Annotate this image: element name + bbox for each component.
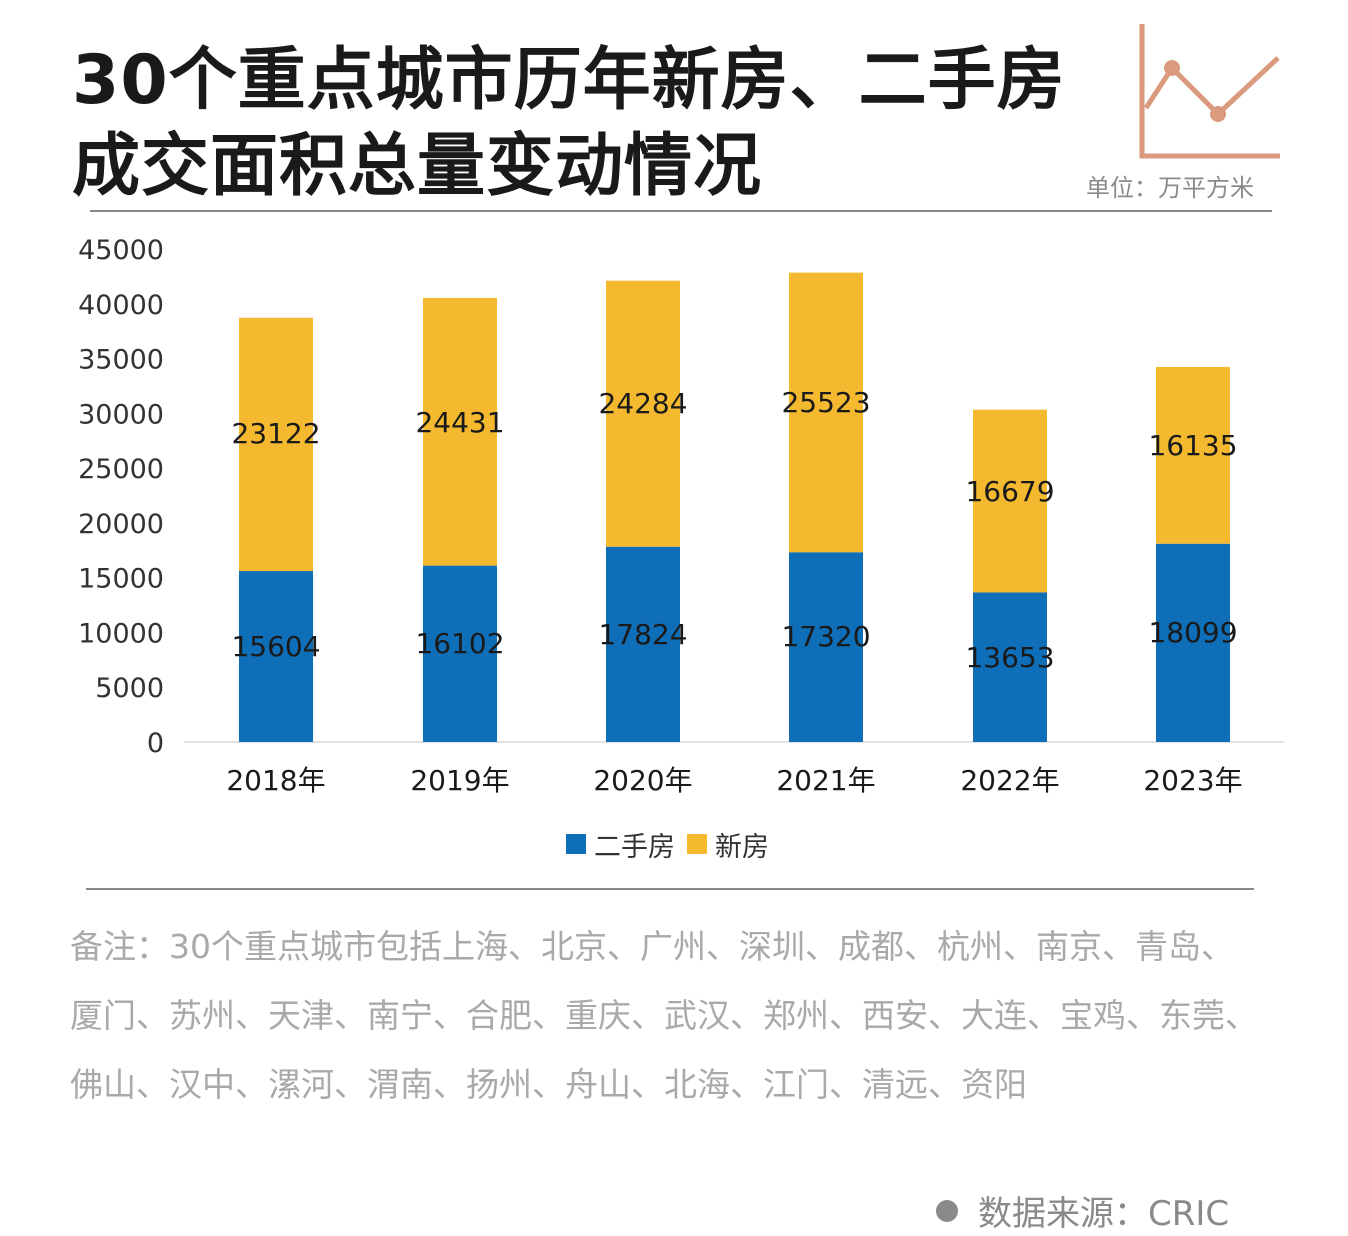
footer-divider (86, 888, 1254, 890)
data-label-new-house: 16679 (965, 475, 1054, 508)
source-text: 数据来源：CRIC (978, 1194, 1230, 1234)
data-label-new-house: 25523 (781, 386, 870, 419)
y-tick-label: 25000 (78, 454, 164, 485)
legend: 二手房 新房 (566, 825, 781, 864)
title-line-1: 30个重点城市历年新房、二手房 (72, 41, 1066, 120)
x-tick-label: 2023年 (1143, 764, 1242, 797)
y-tick-label: 15000 (78, 564, 164, 595)
y-tick-label: 40000 (78, 290, 164, 321)
note-text: 备注：30个重点城市包括上海、北京、广州、深圳、成都、杭州、南京、青岛、厦门、苏… (70, 927, 1258, 1104)
y-tick-label: 20000 (78, 509, 164, 540)
y-tick-label: 10000 (78, 618, 164, 649)
y-tick-label: 30000 (78, 399, 164, 430)
legend-item-second-hand: 二手房 (566, 825, 675, 864)
y-tick-label: 0 (147, 728, 164, 759)
data-label-new-house: 16135 (1148, 429, 1237, 462)
bar-segment-new-house (239, 317, 313, 572)
legend-label-second-hand: 二手房 (594, 831, 675, 863)
bar-segment-second-hand (606, 546, 680, 742)
y-tick-label: 5000 (95, 673, 164, 704)
unit-label: 单位：万平方米 (1086, 174, 1254, 202)
y-tick-label: 35000 (78, 345, 164, 376)
bullet-icon (936, 1199, 958, 1222)
legend-swatch-second-hand (566, 834, 586, 854)
bar-segment-second-hand (239, 571, 313, 742)
title-line-2: 成交面积总量变动情况 (72, 127, 763, 206)
bar-segment-second-hand (423, 565, 497, 742)
y-tick-label: 45000 (78, 235, 164, 266)
line-chart-icon (1139, 24, 1280, 159)
legend-label-new-house: 新房 (715, 831, 769, 863)
data-label-new-house: 24284 (598, 387, 687, 420)
data-label-new-house: 23122 (231, 417, 320, 450)
x-tick-label: 2022年 (960, 764, 1059, 797)
chart-title: 30个重点城市历年新房、二手房 成交面积总量变动情况 (72, 38, 1066, 210)
legend-swatch-new-house (687, 834, 707, 854)
data-source: 数据来源：CRIC (936, 1186, 1229, 1235)
x-tick-label: 2021年 (776, 764, 875, 797)
data-label-second-hand: 18099 (1148, 616, 1237, 649)
data-label-new-house: 24431 (415, 406, 504, 439)
data-label-second-hand: 15604 (231, 630, 320, 663)
bar-segment-second-hand (1156, 543, 1230, 742)
x-tick-label: 2019年 (410, 764, 509, 797)
bar-segment-new-house (606, 280, 680, 547)
x-tick-label: 2020年 (593, 764, 692, 797)
bar-segment-new-house (1156, 366, 1230, 544)
data-label-second-hand: 13653 (965, 641, 1054, 674)
legend-item-new-house: 新房 (687, 825, 769, 864)
data-label-second-hand: 17320 (781, 620, 870, 653)
bar-segment-second-hand (789, 552, 863, 742)
bar-segment-new-house (789, 272, 863, 553)
x-tick-label: 2018年 (226, 764, 325, 797)
data-label-second-hand: 16102 (415, 627, 504, 660)
bar-segment-new-house (973, 409, 1047, 593)
header-divider (90, 210, 1272, 212)
data-label-second-hand: 17824 (598, 618, 687, 651)
bar-segment-second-hand (973, 592, 1047, 742)
stacked-bar-chart: 45000 40000 35000 30000 25000 20000 15000 10000… (78, 235, 1284, 797)
bar-segment-new-house (423, 297, 497, 566)
